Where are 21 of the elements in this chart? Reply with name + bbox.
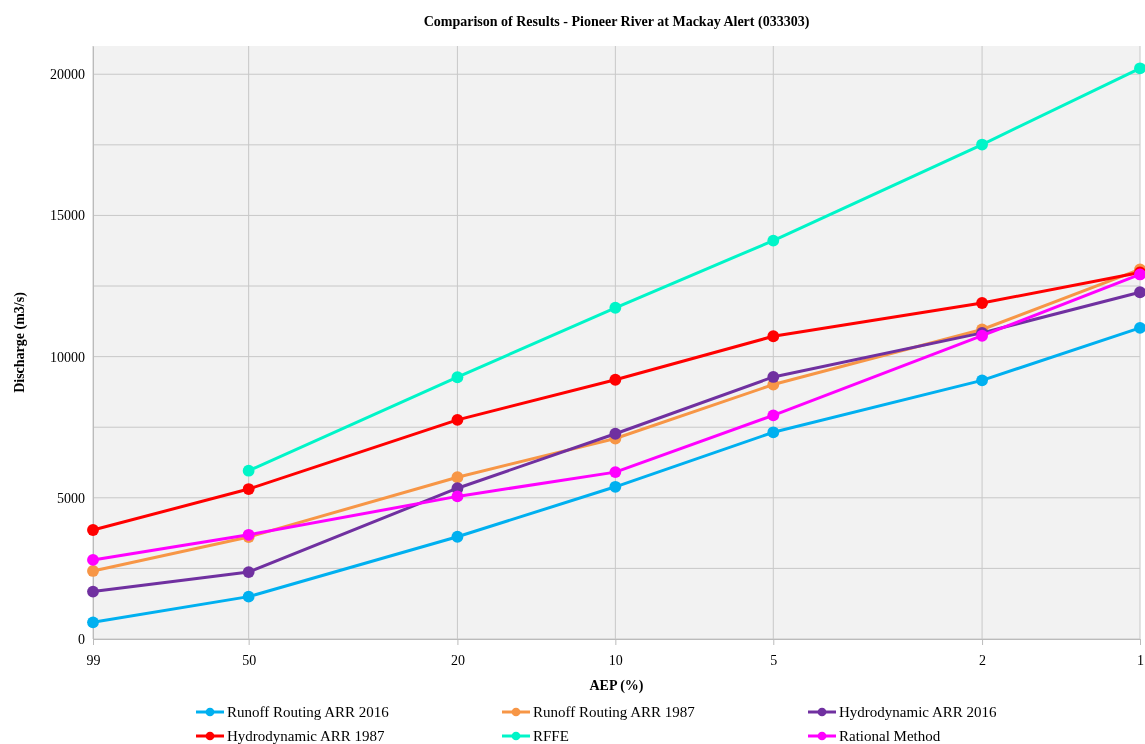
x-axis-title: AEP (%) — [589, 678, 644, 694]
legend-label: Runoff Routing ARR 2016 — [227, 704, 390, 721]
y-tick-label: 5000 — [57, 490, 85, 506]
x-tick-label: 20 — [450, 652, 465, 668]
y-axis-title: Discharge (m3/s) — [12, 291, 28, 393]
legend-label: Hydrodynamic ARR 1987 — [227, 728, 385, 744]
x-tick-label: 5 — [770, 652, 778, 668]
chart-title: Comparison of Results - Pioneer River at Mackay Alert (033303) — [423, 14, 810, 30]
legend-label: RFFE — [533, 728, 569, 744]
x-tick-label: 10 — [608, 652, 623, 668]
y-tick-label: 0 — [78, 631, 85, 647]
x-tick-label: 2 — [979, 652, 987, 668]
x-tick-label: 99 — [86, 652, 101, 668]
x-tick-label: 1 — [1137, 652, 1144, 668]
legend-label: Hydrodynamic ARR 2016 — [839, 704, 997, 721]
x-tick-label: 50 — [242, 652, 257, 668]
y-tick-label: 15000 — [50, 208, 85, 224]
y-tick-label: 10000 — [50, 349, 85, 365]
y-tick-label: 20000 — [50, 67, 85, 83]
legend-label: Runoff Routing ARR 1987 — [533, 704, 696, 721]
legend-label: Rational Method — [839, 728, 941, 744]
